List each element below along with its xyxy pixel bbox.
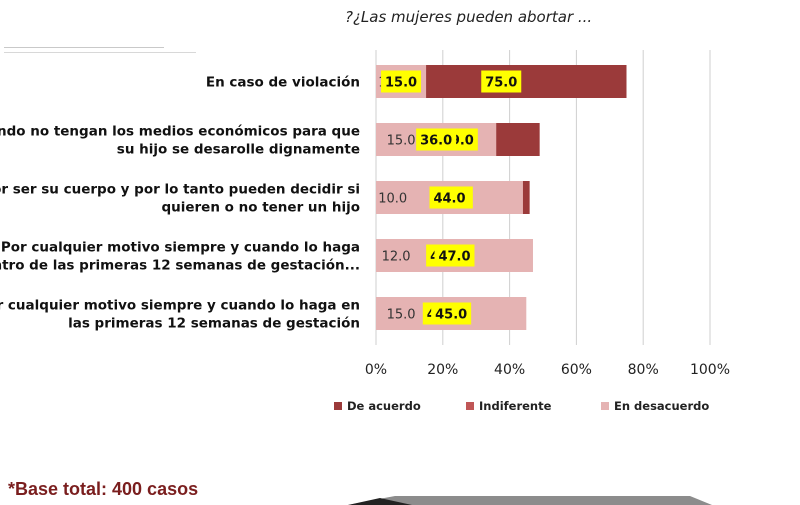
tick-label: 40% xyxy=(494,362,525,378)
value-label-bg xyxy=(429,186,470,209)
category-label: Por cualquier motivo siempre y cuando lo… xyxy=(0,298,360,332)
legend-swatch xyxy=(601,402,609,410)
value-label: 75.0 xyxy=(485,76,517,91)
value-label-bg xyxy=(381,70,422,93)
tick-label: 20% xyxy=(427,362,458,378)
legend-label: De acuerdo xyxy=(347,399,421,413)
value-label: 44.0 xyxy=(433,192,465,207)
legend: De acuerdo Indiferente En desacuerdo xyxy=(334,399,709,413)
value-label: 15.0 xyxy=(385,76,417,91)
tick-label: 0% xyxy=(365,362,387,378)
value-label-bg xyxy=(416,128,457,151)
value-label: 15.0 xyxy=(387,308,416,323)
chart-title: ?¿Las mujeres pueden abortar ... xyxy=(345,8,593,26)
value-label: 12.0 xyxy=(382,250,411,265)
category-labels: En caso de violación Cuando no tengan los… xyxy=(0,75,360,332)
legend-swatch xyxy=(334,402,342,410)
value-label: 45.0 xyxy=(435,308,467,323)
legend-label: Indiferente xyxy=(479,399,552,413)
value-label: 15.0 xyxy=(387,134,416,149)
value-labels: 75.010.015.049.015.036.046.010.044.042.0… xyxy=(378,70,522,325)
value-label-bg xyxy=(434,244,475,267)
top-rule xyxy=(4,47,164,48)
category-label: En caso de violación xyxy=(206,75,360,91)
legend-label: En desacuerdo xyxy=(614,399,709,413)
stacked-bar-chart: 75.010.015.049.015.036.046.010.044.042.0… xyxy=(0,50,730,413)
value-label: 47.0 xyxy=(438,250,470,265)
base-note: *Base total: 400 casos xyxy=(8,479,199,499)
tick-label: 100% xyxy=(690,362,730,378)
category-label: Cuando no tengan los medios económicos p… xyxy=(0,124,360,158)
legend-swatch xyxy=(466,402,474,410)
category-label: Por ser su cuerpo y por lo tanto pueden … xyxy=(0,182,360,216)
value-label: 10.0 xyxy=(378,192,407,207)
value-label: 36.0 xyxy=(420,134,452,149)
tick-label: 80% xyxy=(628,362,659,378)
category-label: Por cualquier motivo siempre y cuando lo… xyxy=(0,240,360,274)
x-axis-ticks: 0% 20% 40% 60% 80% 100% xyxy=(365,362,730,378)
value-label-bg xyxy=(481,70,522,93)
top-rule-secondary xyxy=(4,52,196,53)
tick-label: 60% xyxy=(561,362,592,378)
value-label-bg xyxy=(431,302,472,325)
